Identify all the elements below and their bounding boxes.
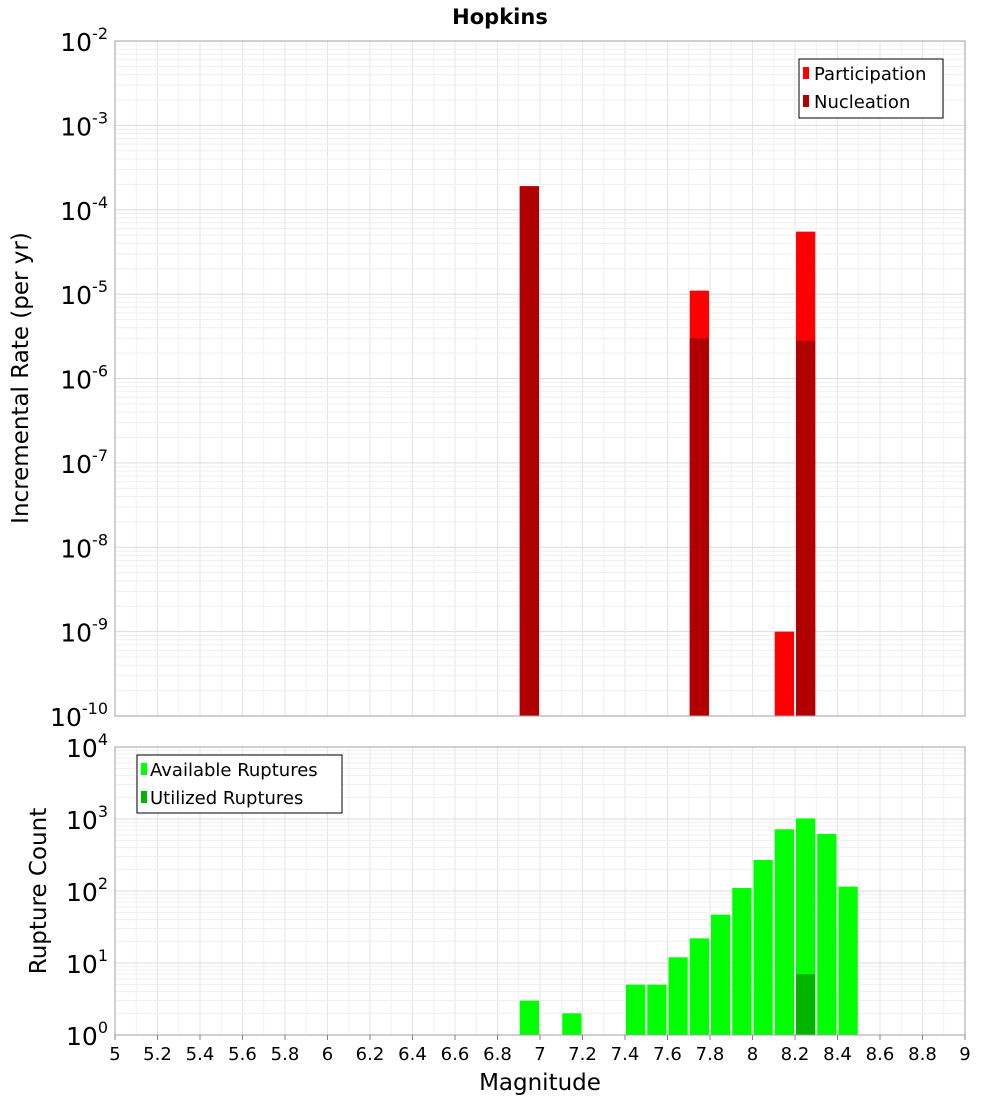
available-ruptures-bar [689, 938, 709, 1035]
available-ruptures-bar [711, 914, 731, 1035]
utilized-ruptures-bar [796, 974, 816, 1035]
y-tick-label: 10-4 [60, 193, 108, 226]
available-ruptures-bar [626, 984, 646, 1035]
x-tick-label: 6.4 [398, 1044, 427, 1065]
y-tick-label: 103 [66, 802, 108, 835]
x-tick-label: 8.8 [908, 1044, 937, 1065]
rate-y-ticks: 10-10 10-9 10-8 10-7 10-6 10-5 10-4 10-3 10-2 [50, 24, 108, 732]
available-swatch [141, 763, 147, 775]
chart-title: Hopkins [452, 5, 548, 29]
available-ruptures-bar [817, 833, 837, 1035]
x-axis-label: Magnitude [479, 1070, 601, 1096]
nucleation-bar [689, 338, 709, 716]
available-ruptures-bar [668, 957, 688, 1035]
x-tick-label: 7.2 [568, 1044, 597, 1065]
participation-legend-label: Participation [814, 64, 926, 85]
y-tick-label: 10-3 [60, 108, 108, 141]
x-tick-label: 5.2 [143, 1044, 172, 1065]
utilized-swatch [141, 791, 147, 803]
available-ruptures-bar [774, 829, 794, 1035]
x-tick-label: 5.8 [271, 1044, 300, 1065]
rate-plot-frame [114, 40, 966, 717]
rate-y-axis-label: Incremental Rate (per yr) [8, 232, 34, 524]
x-tick-label: 5.4 [186, 1044, 215, 1065]
available-legend-label: Available Ruptures [150, 760, 318, 781]
x-tick-label: 8.2 [781, 1044, 810, 1065]
participation-bar [774, 631, 794, 716]
y-tick-label: 10-5 [60, 277, 108, 310]
x-tick-label: 7 [534, 1044, 545, 1065]
x-tick-label: 7.8 [696, 1044, 725, 1065]
participation-swatch [803, 67, 809, 79]
x-tick-label: 8.6 [866, 1044, 895, 1065]
available-ruptures-bar [647, 984, 667, 1035]
rate-bars [519, 186, 816, 716]
utilized-legend-label: Utilized Ruptures [150, 788, 303, 809]
y-tick-label: 102 [66, 874, 108, 907]
x-ticks: 5 5.2 5.4 5.6 5.8 6 6.2 6.4 6.6 6.8 7 7.2 7.4 7.6 7.8 8… [109, 1035, 971, 1065]
x-tick-label: 7.4 [611, 1044, 640, 1065]
available-ruptures-bar [732, 888, 752, 1035]
y-tick-label: 10-10 [50, 699, 108, 732]
y-tick-label: 10-7 [60, 446, 108, 479]
nucleation-legend-label: Nucleation [814, 92, 910, 113]
x-tick-label: 6.8 [483, 1044, 512, 1065]
x-tick-label: 6.6 [441, 1044, 470, 1065]
y-tick-label: 100 [66, 1018, 108, 1051]
count-y-axis-label: Rupture Count [26, 808, 52, 974]
rate-panel: 10-10 10-9 10-8 10-7 10-6 10-5 10-4 10-3 10-2 In… [8, 24, 966, 732]
x-tick-label: 7.6 [653, 1044, 682, 1065]
count-legend-box [136, 754, 343, 814]
nucleation-swatch [803, 95, 809, 107]
y-tick-label: 101 [66, 946, 108, 979]
count-bars [519, 818, 858, 1035]
count-panel: 100 101 102 103 104 5 5.2 5.4 5.6 5.8 6 6.2 6.4 6.6 6… [26, 730, 971, 1096]
count-y-ticks: 100 101 102 103 104 [66, 730, 108, 1051]
x-tick-label: 6 [322, 1044, 333, 1065]
count-legend: Available Ruptures Utilized Ruptures [136, 754, 343, 814]
available-ruptures-bar [519, 1000, 539, 1035]
y-tick-label: 10-6 [60, 362, 108, 395]
x-tick-label: 8.4 [823, 1044, 852, 1065]
y-tick-label: 104 [66, 730, 108, 763]
y-tick-label: 10-2 [60, 24, 108, 57]
x-tick-label: 6.2 [356, 1044, 385, 1065]
rate-grid [114, 41, 966, 717]
rate-legend: Participation Nucleation [798, 58, 944, 119]
available-ruptures-bar [838, 886, 858, 1035]
y-tick-label: 10-9 [60, 615, 108, 648]
y-tick-label: 10-8 [60, 530, 108, 563]
x-tick-label: 9 [959, 1044, 970, 1065]
available-ruptures-bar [562, 1013, 582, 1035]
nucleation-bar [519, 186, 539, 716]
x-tick-label: 5 [109, 1044, 120, 1065]
x-tick-label: 5.6 [228, 1044, 257, 1065]
rate-legend-box [798, 58, 944, 119]
x-tick-label: 8 [747, 1044, 758, 1065]
available-ruptures-bar [753, 859, 773, 1035]
nucleation-bar [796, 340, 816, 716]
